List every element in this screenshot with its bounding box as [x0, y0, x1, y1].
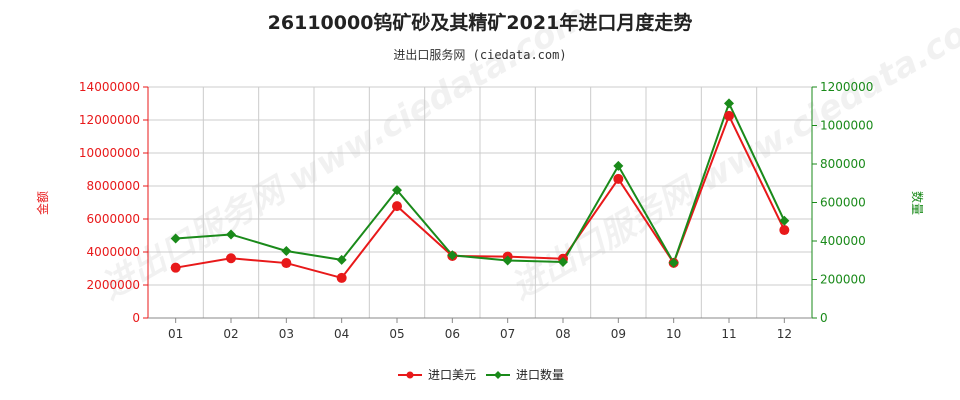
- x-tick-label: 01: [168, 327, 183, 341]
- right-tick-label: 200000: [820, 273, 866, 287]
- x-tick-label: 05: [389, 327, 404, 341]
- x-tick-label: 12: [777, 327, 792, 341]
- left-tick-label: 14000000: [79, 80, 140, 94]
- left-tick-label: 10000000: [79, 146, 140, 160]
- x-tick-label: 09: [611, 327, 626, 341]
- series-line-quantity: [175, 100, 786, 266]
- quantity-point: [447, 250, 458, 261]
- quantity-point: [779, 215, 790, 226]
- left-tick-label: 8000000: [87, 179, 140, 193]
- axes: 0200000040000006000000800000010000000120…: [35, 80, 925, 341]
- x-tick-label: 02: [223, 327, 238, 341]
- quantity-point: [724, 98, 734, 109]
- x-tick-label: 11: [721, 327, 736, 341]
- right-tick-label: 0: [820, 311, 828, 325]
- left-tick-label: 6000000: [87, 212, 140, 226]
- x-tick-label: 08: [555, 327, 570, 341]
- quantity-point: [502, 255, 513, 266]
- grid: [147, 86, 813, 319]
- amount-point: [724, 110, 734, 121]
- legend-marker-quantity: [494, 371, 502, 379]
- right-axis-title: 数量: [910, 191, 925, 215]
- quantity-point: [558, 256, 568, 267]
- chart-title: 26110000钨矿砂及其精矿2021年进口月度走势: [267, 12, 693, 34]
- quantity-point: [668, 257, 679, 268]
- left-tick-label: 2000000: [87, 278, 140, 292]
- quantity-point: [336, 254, 347, 265]
- amount-point: [170, 262, 181, 273]
- amount-point: [613, 173, 624, 184]
- quantity-point: [226, 229, 236, 240]
- legend-marker-amount: [406, 371, 414, 379]
- right-tick-label: 1200000: [820, 80, 873, 94]
- quantity-point: [281, 246, 292, 257]
- x-tick-label: 04: [334, 327, 349, 341]
- amount-point: [226, 253, 236, 264]
- quantity-point: [170, 233, 181, 244]
- x-tick-label: 06: [445, 327, 460, 341]
- amount-point: [779, 225, 790, 236]
- legend-label-amount: 进口美元: [428, 368, 476, 382]
- left-tick-label: 12000000: [79, 113, 140, 127]
- amount-point: [336, 272, 347, 283]
- left-axis-title: 金额: [35, 191, 50, 215]
- chart-subtitle: 进出口服务网 (ciedata.com): [393, 48, 567, 62]
- legend-label-quantity: 进口数量: [516, 367, 564, 382]
- watermark-text: 进出口服务网 www.ciedata.com: [505, 0, 960, 308]
- right-tick-label: 400000: [820, 234, 866, 248]
- right-tick-label: 800000: [820, 157, 866, 171]
- x-tick-label: 07: [500, 327, 515, 341]
- quantity-point: [613, 160, 624, 171]
- series: [170, 98, 790, 283]
- left-tick-label: 4000000: [87, 245, 140, 259]
- x-tick-label: 10: [666, 327, 681, 341]
- amount-point: [392, 201, 402, 212]
- left-tick-label: 0: [132, 311, 140, 325]
- legend: 进口美元 进口数量: [398, 367, 564, 382]
- right-tick-label: 1000000: [820, 119, 873, 133]
- quantity-point: [392, 185, 402, 196]
- x-tick-label: 03: [279, 327, 294, 341]
- right-tick-label: 600000: [820, 196, 866, 210]
- amount-point: [281, 258, 292, 269]
